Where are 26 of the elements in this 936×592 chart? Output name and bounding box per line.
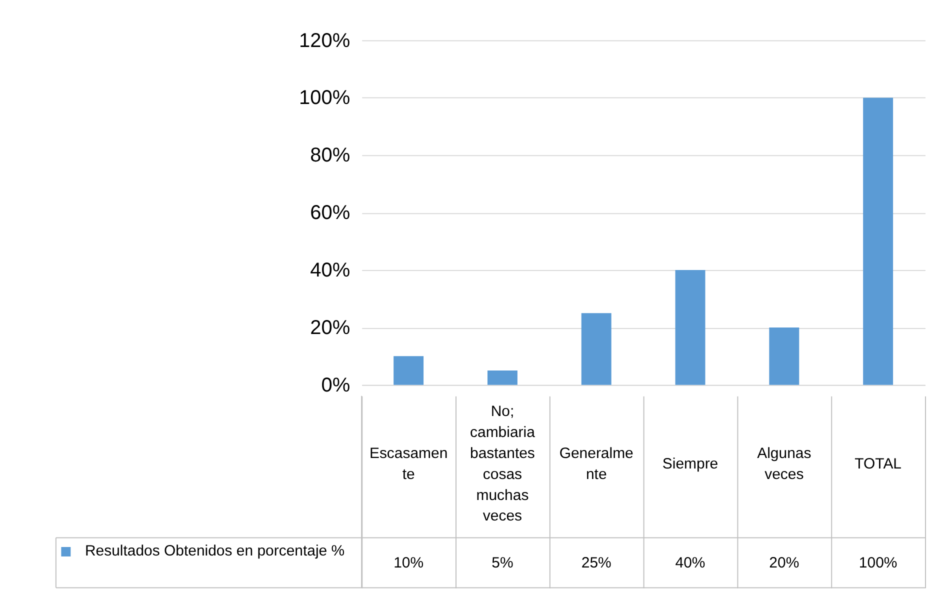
bar bbox=[675, 270, 706, 385]
x-tick-label: Generalmente bbox=[559, 444, 634, 483]
x-tick-label: TOTAL bbox=[854, 455, 902, 472]
legend-label: Resultados Obtenidos en porcentaje % bbox=[84, 542, 345, 560]
bar bbox=[487, 370, 518, 385]
y-tick-label: 40% bbox=[310, 260, 350, 282]
x-tick-label: Siempre bbox=[662, 455, 718, 472]
data-label: 25% bbox=[581, 554, 612, 572]
data-label: 10% bbox=[394, 554, 424, 572]
y-tick-label: 60% bbox=[310, 202, 350, 224]
data-label: 40% bbox=[675, 554, 706, 572]
y-tick-label: 0% bbox=[321, 374, 350, 396]
x-tick-label: Algunas veces bbox=[757, 444, 812, 483]
x-tick-label: No; cambiaria bastantes cosas muchas veces bbox=[470, 402, 536, 525]
bar bbox=[394, 356, 424, 385]
data-label: 5% bbox=[492, 554, 514, 572]
data-label: 100% bbox=[858, 554, 898, 572]
y-tick-label: 20% bbox=[310, 316, 350, 339]
y-tick-label: 120% bbox=[299, 30, 350, 52]
y-tick-label: 100% bbox=[299, 87, 350, 110]
y-tick-label: 80% bbox=[310, 144, 350, 167]
bar bbox=[581, 313, 612, 385]
bar bbox=[769, 327, 800, 385]
bar bbox=[863, 98, 894, 385]
x-tick-label: Escasamente bbox=[369, 444, 448, 483]
data-label: 20% bbox=[769, 554, 800, 572]
